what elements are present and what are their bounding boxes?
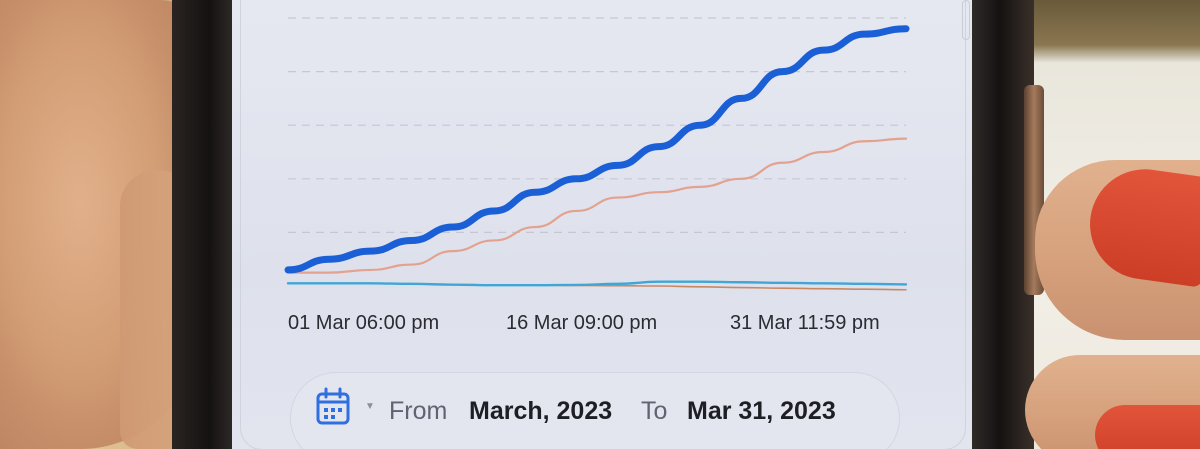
- x-tick-label: 16 Mar 09:00 pm: [506, 312, 658, 334]
- series-line-0: [284, 25, 910, 274]
- line-chart: [284, 17, 910, 291]
- date-range-selector[interactable]: ▼ From March, 2023 To Mar 31, 2023: [290, 372, 900, 449]
- phone-bezel-left: [172, 0, 234, 449]
- caret-down-icon[interactable]: ▼: [365, 401, 375, 412]
- to-label: To: [641, 397, 668, 425]
- chart-card: [240, 0, 966, 449]
- x-tick-label: 01 Mar 06:00 pm: [288, 312, 440, 334]
- fingernail-lower: [1095, 405, 1200, 449]
- scroll-handle[interactable]: [962, 0, 970, 40]
- from-label: From: [389, 397, 448, 425]
- series-line-1: [286, 137, 908, 274]
- series-line-2: [286, 280, 908, 287]
- to-date-value[interactable]: Mar 31, 2023: [687, 397, 836, 425]
- x-tick-label: 31 Mar 11:59 pm: [730, 312, 880, 334]
- calendar-icon[interactable]: [315, 387, 351, 427]
- phone-bezel-right: [972, 0, 1034, 449]
- from-date-value[interactable]: March, 2023: [469, 397, 613, 425]
- phone-screen: 01 Mar 06:00 pm 16 Mar 09:00 pm 31 Mar 1…: [232, 0, 974, 449]
